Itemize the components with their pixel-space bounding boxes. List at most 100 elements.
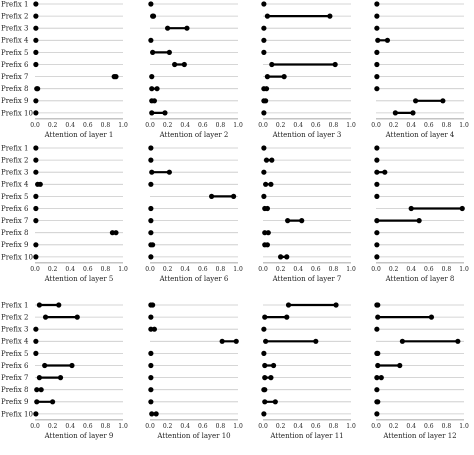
x-tick-label: 0.2	[276, 122, 286, 129]
range-point	[33, 1, 39, 7]
range-start-point	[375, 37, 381, 43]
panel-layer-3: 0.0 0.2 0.4 0.6 0.8 1.0 Attention of layer 3	[258, 1, 356, 139]
x-tick-label: 1.0	[346, 122, 356, 129]
range-point	[374, 411, 380, 417]
range-end-point	[184, 25, 190, 31]
range-end-point	[153, 411, 159, 417]
range-end-point	[284, 254, 290, 260]
x-tick-label: 0.8	[216, 266, 226, 273]
range-start-point	[374, 375, 380, 381]
range-end-point	[265, 230, 271, 236]
x-tick-label: 0.4	[180, 122, 190, 129]
x-tick-label: 0.0	[371, 423, 381, 430]
range-end-point	[150, 302, 156, 308]
x-tick-label: 0.2	[163, 423, 173, 430]
range-point	[374, 49, 380, 56]
range-start-point	[262, 314, 268, 320]
range-end-point	[150, 242, 156, 248]
x-tick-label: 0.6	[198, 266, 208, 273]
range-point	[148, 314, 154, 320]
range-end-point	[262, 387, 268, 393]
range-point	[261, 25, 267, 31]
range-point	[33, 218, 39, 224]
range-end-point	[166, 49, 172, 56]
range-start-point	[375, 362, 381, 369]
x-tick-label: 0.6	[311, 423, 321, 430]
range-end-point	[113, 74, 119, 80]
range-end-point	[332, 61, 338, 68]
range-point	[33, 338, 39, 344]
range-point	[33, 326, 39, 332]
x-tick-label: 1.0	[346, 423, 356, 430]
range-point	[33, 205, 39, 212]
range-point	[374, 181, 380, 187]
range-point	[148, 181, 154, 187]
x-tick-label: 0.4	[406, 266, 416, 273]
range-start-point	[262, 375, 268, 381]
x-tick-label: 0.8	[216, 122, 226, 129]
range-point	[33, 157, 39, 163]
x-tick-label: 1.0	[118, 423, 128, 430]
x-tick-label: 1.0	[346, 266, 356, 273]
range-start-point	[374, 218, 380, 224]
x-tick-label: 0.8	[442, 266, 452, 273]
x-tick-label: 0.2	[48, 266, 58, 273]
range-start-point	[172, 61, 178, 68]
x-tick-label: 0.8	[216, 423, 226, 430]
range-end-point	[428, 314, 435, 320]
range-point	[33, 254, 39, 260]
x-tick-label: 0.0	[258, 122, 268, 129]
range-start-point	[269, 61, 275, 68]
row-label: Prefix 6	[1, 205, 29, 213]
range-point	[374, 74, 380, 80]
row-label: Prefix 8	[1, 386, 29, 394]
panel-layer-8: 0.0 0.2 0.4 0.6 0.8 1.0 Attention of layer 8	[371, 145, 469, 283]
range-end-point	[313, 338, 319, 344]
x-tick-label: 0.0	[145, 266, 155, 273]
x-tick-label: 0.2	[389, 423, 399, 430]
range-point	[148, 350, 154, 356]
range-end-point	[38, 387, 44, 393]
x-axis-title: Attention of layer 7	[272, 275, 342, 283]
range-point	[374, 254, 380, 260]
range-start-point	[36, 302, 43, 308]
range-point	[261, 326, 267, 332]
range-point	[33, 411, 39, 417]
x-tick-label: 0.4	[293, 266, 303, 273]
panel-layer-7: 0.0 0.2 0.4 0.6 0.8 1.0 Attention of layer 7	[258, 145, 356, 283]
range-point	[148, 1, 154, 7]
range-point	[148, 205, 154, 212]
x-tick-label: 0.8	[329, 122, 339, 129]
x-tick-label: 0.6	[424, 266, 434, 273]
x-tick-label: 1.0	[118, 122, 128, 129]
x-tick-label: 0.4	[293, 423, 303, 430]
range-end-point	[416, 218, 422, 224]
x-axis-title: Attention of layer 9	[44, 432, 114, 440]
range-end-point	[263, 86, 270, 92]
x-axis-title: Attention of layer 8	[385, 275, 455, 283]
range-point	[148, 230, 154, 236]
range-point	[374, 61, 380, 68]
range-point	[149, 74, 155, 80]
x-tick-label: 0.4	[65, 423, 75, 430]
range-point	[374, 193, 380, 199]
x-tick-label: 0.2	[389, 266, 399, 273]
x-tick-label: 0.4	[406, 423, 416, 430]
range-point	[148, 362, 154, 369]
range-start-point	[262, 362, 268, 369]
row-label: Prefix 7	[1, 374, 29, 382]
x-tick-label: 0.8	[442, 122, 452, 129]
row-label: Prefix 4	[1, 338, 29, 346]
range-end-point	[181, 61, 187, 68]
x-tick-label: 0.6	[311, 122, 321, 129]
range-point	[148, 145, 154, 151]
row-label: Prefix 8	[1, 229, 29, 237]
row-label: Prefix 10	[1, 109, 33, 117]
range-end-point	[272, 399, 278, 405]
range-end-point	[35, 86, 41, 92]
x-tick-label: 0.0	[258, 423, 268, 430]
